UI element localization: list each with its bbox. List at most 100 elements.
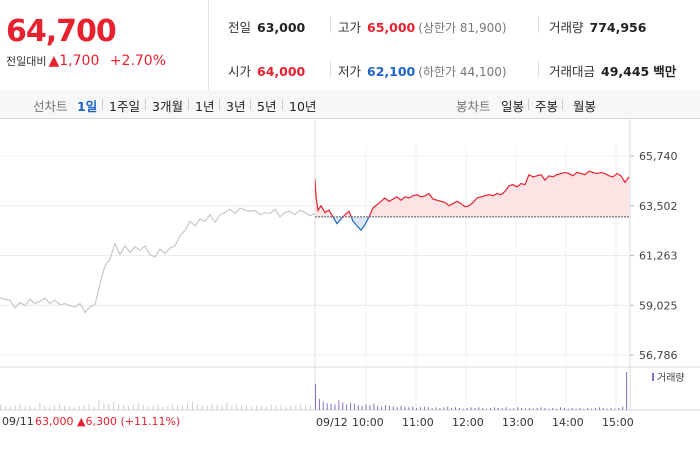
period-3y[interactable]: 3년 [226,99,246,114]
volume-bar-today [315,383,316,410]
x-tick-label: 10:00 [352,416,384,429]
volume-bar-prev [201,405,203,410]
volume-bar-today [493,407,495,410]
volume-bar-today [486,408,488,410]
volume-bar-prev [4,405,6,410]
volume-bar-today [431,407,433,410]
volume-bar-prev [88,404,90,410]
volume-bar-today [408,407,410,410]
volume-bar-today [583,408,585,410]
stat-value: 49,445 [601,64,650,79]
up-arrow-icon: ▲ [48,53,60,69]
divider [330,17,331,33]
candle-monthly[interactable]: 월봉 [573,99,597,114]
period-1y[interactable]: 1년 [195,99,215,114]
volume-bar-today [361,405,363,410]
volume-bar-today [579,407,581,410]
volume-bar-today [610,407,612,410]
divider [250,99,251,110]
volume-bar-prev [206,405,208,410]
volume-bar-prev [14,405,16,410]
stat-label: 시가 [228,64,252,79]
x-tick-label: 15:00 [602,416,634,429]
volume-bar-today [622,406,624,410]
stat-turnover: 거래대금 49,445 백만 [549,61,676,80]
period-3m[interactable]: 3개월 [152,99,183,114]
volume-bar-today [544,407,546,410]
x-tick-label: 13:00 [502,416,534,429]
period-10y[interactable]: 10년 [289,99,317,114]
stat-prev-close: 전일 63,000 [228,17,305,36]
volume-bar-today [451,407,453,410]
volume-bar-prev [265,406,267,410]
volume-bar-prev [167,405,169,410]
volume-bar-prev [127,405,129,410]
volume-bar-prev [132,404,134,410]
volume-bar-today [334,404,336,410]
volume-bar-today [318,398,320,410]
volume-bar-prev [177,405,179,410]
volume-bar-today [552,407,554,410]
volume-bar-prev [24,406,26,410]
stat-label: 고가 [338,20,362,35]
volume-bar-today [482,407,484,410]
volume-bar-today [447,406,449,410]
volume-bar-today [563,407,565,410]
volume-bar-prev [221,405,223,410]
divider [282,99,283,110]
volume-bar-prev [147,406,149,410]
volume-bar-prev [172,404,174,410]
volume-bar-prev [73,407,75,410]
volume-bar-prev [270,404,272,410]
stat-value: 62,100 [367,64,416,79]
volume-bar-today [353,403,355,410]
stat-low: 저가 62,100 (하한가 44,100) [338,61,507,80]
volume-bar-prev [0,404,1,410]
volume-bar-today [392,406,394,410]
volume-bar-today [404,406,406,410]
volume-bar-today [439,407,441,410]
period-5y[interactable]: 5년 [257,99,277,114]
candle-daily[interactable]: 일봉 [501,99,525,114]
volume-bar-prev [251,406,253,410]
divider [528,99,529,110]
volume-bar-prev [29,405,31,410]
volume-bar-today [571,407,573,410]
volume-bar-today [567,408,569,410]
volume-bar-today [536,407,538,410]
volume-bar-prev [275,405,277,410]
volume-bar-today [330,403,332,410]
stat-label: 거래대금 [549,64,596,79]
divider [145,99,146,110]
volume-bar-prev [68,406,70,410]
period-1w[interactable]: 1주일 [109,99,140,114]
volume-bar-prev [182,405,184,410]
volume-bar-today [490,407,491,410]
volume-bar-today [614,408,616,410]
period-1d[interactable]: 1일 [77,99,98,114]
y-tick-label: 65,740 [639,150,678,163]
stat-high: 고가 65,000 (상한가 81,900) [338,17,507,36]
volume-bar-prev [59,404,61,410]
volume-bar-prev [216,404,218,410]
volume-bar-today [540,407,542,410]
volume-bar-prev [211,403,213,410]
y-tick-label: 59,025 [639,299,678,312]
volume-bar-today [416,407,418,410]
volume-bar-today [587,407,589,410]
stat-label: 전일 [228,20,252,35]
volume-bar-today [338,400,340,410]
price-box: 64,700 전일대비 ▲1,700 +2.70% [0,0,209,90]
candle-weekly[interactable]: 주봉 [535,99,559,114]
volume-bar-prev [152,405,154,410]
divider [102,99,103,110]
stat-value: 65,000 [367,20,416,35]
volume-bar-today [509,408,511,410]
divider [330,61,331,77]
volume-bar-today [591,408,593,410]
volume-bar-prev [93,406,95,410]
series-today-line-up [315,170,630,217]
volume-bar-prev [103,403,105,410]
stat-value: 64,000 [257,64,306,79]
